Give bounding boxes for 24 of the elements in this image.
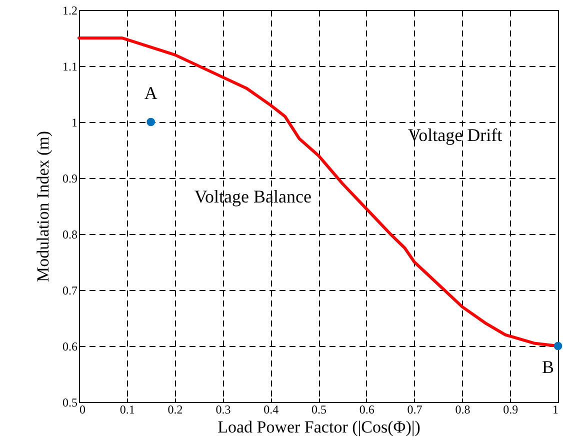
annotation: Voltage Drift (408, 125, 502, 145)
y-tick-label: 1.1 (62, 60, 78, 74)
x-tick-label: 0.5 (312, 402, 326, 416)
x-tick-label: 1 (552, 402, 558, 416)
x-tick-label: 0.7 (407, 402, 422, 416)
y-axis-title: Modulation Index (m) (34, 130, 52, 282)
y-tick-label: 1 (72, 116, 78, 130)
x-tick-label: 0.8 (455, 402, 470, 416)
x-tick-label: 0.6 (359, 402, 374, 416)
annotation: B (542, 357, 554, 377)
y-tick-label: 0.8 (62, 228, 78, 242)
annotation: A (144, 83, 158, 103)
x-tick-label: 0.4 (264, 402, 279, 416)
x-axis-title: Load Power Factor (|Cos(Φ)|) (218, 418, 420, 436)
x-tick-label: 0.2 (168, 402, 183, 416)
x-tick-label: 0.1 (120, 402, 135, 416)
y-tick-label: 0.6 (62, 340, 78, 354)
x-tick-label: 0.3 (216, 402, 231, 416)
x-tick-label: 0.9 (503, 402, 518, 416)
annotation: Voltage Balance (194, 186, 312, 207)
x-tick-label: 0 (80, 402, 86, 416)
y-tick-label: 1.2 (62, 4, 78, 18)
y-tick-label: 0.7 (62, 284, 78, 298)
y-tick-label: 0.9 (62, 172, 78, 186)
